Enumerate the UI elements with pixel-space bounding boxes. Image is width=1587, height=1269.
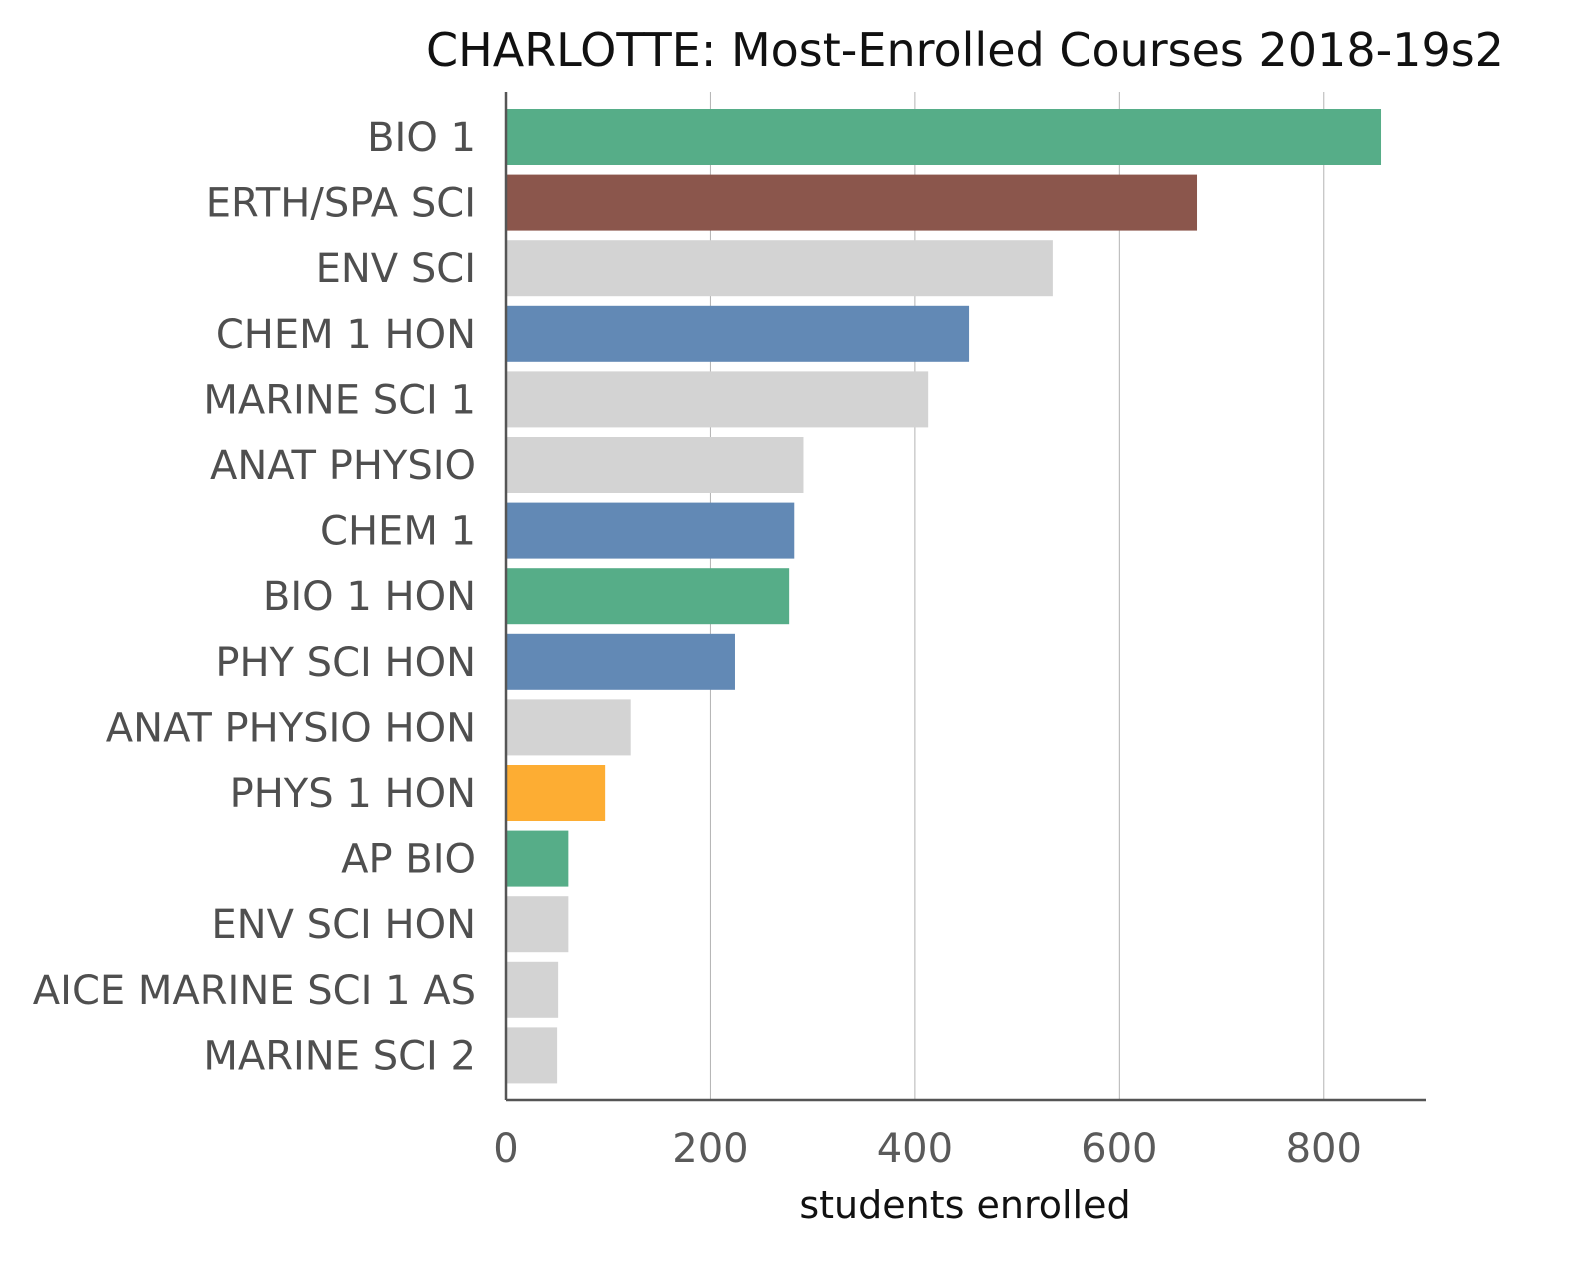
category-label: CHEM 1 HON — [216, 312, 476, 358]
category-label: ANAT PHYSIO HON — [106, 705, 476, 751]
category-label: PHY SCI HON — [215, 640, 476, 686]
category-label: AICE MARINE SCI 1 AS — [33, 968, 476, 1014]
bar — [506, 830, 569, 887]
chart-title: CHARLOTTE: Most-Enrolled Courses 2018-19… — [426, 23, 1504, 77]
bar — [506, 896, 569, 953]
bar — [506, 437, 804, 493]
x-tick-label: 0 — [493, 1126, 518, 1172]
category-label: ANAT PHYSIO — [210, 443, 476, 489]
bars — [506, 109, 1382, 1084]
x-tick-label: 800 — [1286, 1126, 1362, 1172]
category-label: ENV SCI — [316, 246, 476, 292]
bar — [506, 371, 929, 428]
category-label: MARINE SCI 1 — [203, 377, 476, 423]
bar — [506, 109, 1382, 165]
category-label: PHYS 1 HON — [230, 771, 476, 817]
category-label: CHEM 1 — [320, 509, 476, 555]
bar — [506, 633, 735, 690]
category-label: MARINE SCI 2 — [203, 1033, 476, 1079]
bar — [506, 305, 970, 362]
category-label: AP BIO — [341, 837, 476, 883]
bar — [506, 502, 795, 559]
category-label: BIO 1 HON — [263, 574, 476, 620]
x-tick-label: 400 — [877, 1126, 953, 1172]
x-tick-label: 600 — [1081, 1126, 1157, 1172]
category-labels: BIO 1 ERTH/SPA SCI ENV SCI CHEM 1 HON MARINE… — [33, 115, 476, 1079]
bar — [506, 961, 559, 1018]
bar — [506, 240, 1053, 297]
bar — [506, 765, 606, 821]
category-label: ERTH/SPA SCI — [206, 181, 476, 227]
bar — [506, 568, 790, 625]
category-label: ENV SCI HON — [211, 902, 476, 948]
x-axis-title: students enrolled — [799, 1183, 1130, 1227]
x-tick-label: 200 — [672, 1126, 748, 1172]
category-label: BIO 1 — [367, 115, 476, 161]
bar — [506, 1027, 558, 1084]
x-tick-labels: 0 200 400 600 800 — [493, 1126, 1362, 1172]
bar — [506, 699, 631, 756]
bar — [506, 174, 1198, 231]
